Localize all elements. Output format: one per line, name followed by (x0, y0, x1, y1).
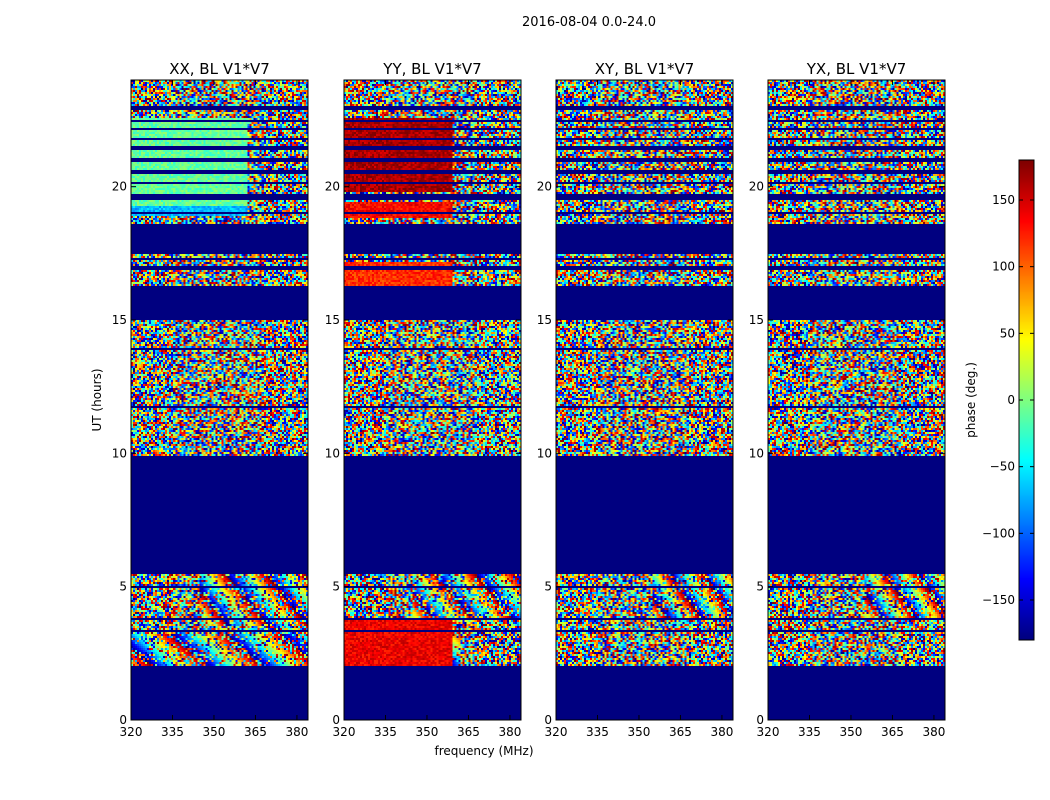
panel-1: XX, BL V1*V7 320 335 350 365 380 0 5 10 15 20 (112, 60, 309, 739)
x-tick-label: 365 (244, 725, 267, 739)
panel-title: YX, BL V1*V7 (806, 60, 907, 78)
figure-title: 2016-08-04 0.0-24.0 (522, 15, 656, 30)
x-tick-label: 380 (498, 725, 521, 739)
x-tick-label: 350 (840, 725, 863, 739)
x-tick-label: 335 (374, 725, 397, 739)
x-tick-label: 335 (161, 725, 184, 739)
x-tick-label: 365 (457, 725, 480, 739)
x-tick-label: 320 (757, 725, 780, 739)
axes-frame (130, 79, 309, 721)
x-tick-label: 350 (203, 725, 226, 739)
colorbar-tick-label: −150 (982, 593, 1015, 607)
colorbar-tick-label: 50 (1000, 326, 1015, 340)
x-tick-label: 380 (922, 725, 945, 739)
y-tick-label: 20 (537, 180, 552, 194)
y-tick-label: 5 (119, 580, 127, 594)
x-tick-label: 365 (669, 725, 692, 739)
y-tick-label: 10 (325, 446, 340, 460)
y-tick-label: 20 (112, 180, 127, 194)
phase-heatmap (344, 80, 521, 720)
y-tick-label: 15 (749, 313, 764, 327)
x-tick-label: 380 (285, 725, 308, 739)
y-tick-label: 10 (749, 446, 764, 460)
y-tick-label: 0 (756, 713, 764, 727)
panel-4: YX, BL V1*V7 320 335 350 365 380 0 5 10 15 20 (749, 60, 946, 739)
panel-title: YY, BL V1*V7 (382, 60, 481, 78)
axes-frame (343, 79, 522, 721)
colorbar-tick-label: −100 (982, 526, 1015, 540)
colorbar-gradient (1019, 160, 1034, 640)
colorbar-label: phase (deg.) (964, 362, 978, 438)
colorbar-tick-label: 0 (1007, 393, 1015, 407)
phase-heatmap (131, 80, 308, 720)
x-tick-label: 335 (798, 725, 821, 739)
y-tick-label: 10 (112, 446, 127, 460)
x-axis-label: frequency (MHz) (434, 744, 533, 758)
x-tick-label: 320 (545, 725, 568, 739)
panel-title: XX, BL V1*V7 (169, 60, 270, 78)
x-tick-label: 380 (710, 725, 733, 739)
y-tick-label: 20 (749, 180, 764, 194)
colorbar-tick-label: 150 (992, 193, 1015, 207)
y-tick-label: 5 (332, 580, 340, 594)
y-tick-label: 5 (756, 580, 764, 594)
phase-heatmap (556, 80, 733, 720)
y-tick-label: 10 (537, 446, 552, 460)
colorbar-tick-label: −50 (990, 460, 1015, 474)
y-tick-label: 0 (332, 713, 340, 727)
x-tick-label: 350 (628, 725, 651, 739)
y-tick-label: 20 (325, 180, 340, 194)
colorbar: −150 −100 −50 0 50 100 150 (982, 159, 1035, 641)
y-axis-label: UT (hours) (90, 368, 104, 431)
panel-2: YY, BL V1*V7 320 335 350 365 380 0 5 10 15 20 (325, 60, 522, 739)
y-tick-label: 15 (537, 313, 552, 327)
x-tick-label: 320 (120, 725, 143, 739)
panel-title: XY, BL V1*V7 (595, 60, 695, 78)
y-tick-label: 5 (544, 580, 552, 594)
axes-frame (767, 79, 946, 721)
panel-3: XY, BL V1*V7 320 335 350 365 380 0 5 10 15 20 (537, 60, 734, 739)
x-tick-label: 350 (416, 725, 439, 739)
colorbar-tick-label: 100 (992, 260, 1015, 274)
axes-frame (555, 79, 734, 721)
y-tick-label: 0 (119, 713, 127, 727)
x-tick-label: 320 (333, 725, 356, 739)
phase-heatmap (768, 80, 945, 720)
x-tick-label: 335 (586, 725, 609, 739)
x-tick-label: 365 (881, 725, 904, 739)
y-tick-label: 0 (544, 713, 552, 727)
y-tick-label: 15 (112, 313, 127, 327)
y-tick-label: 15 (325, 313, 340, 327)
